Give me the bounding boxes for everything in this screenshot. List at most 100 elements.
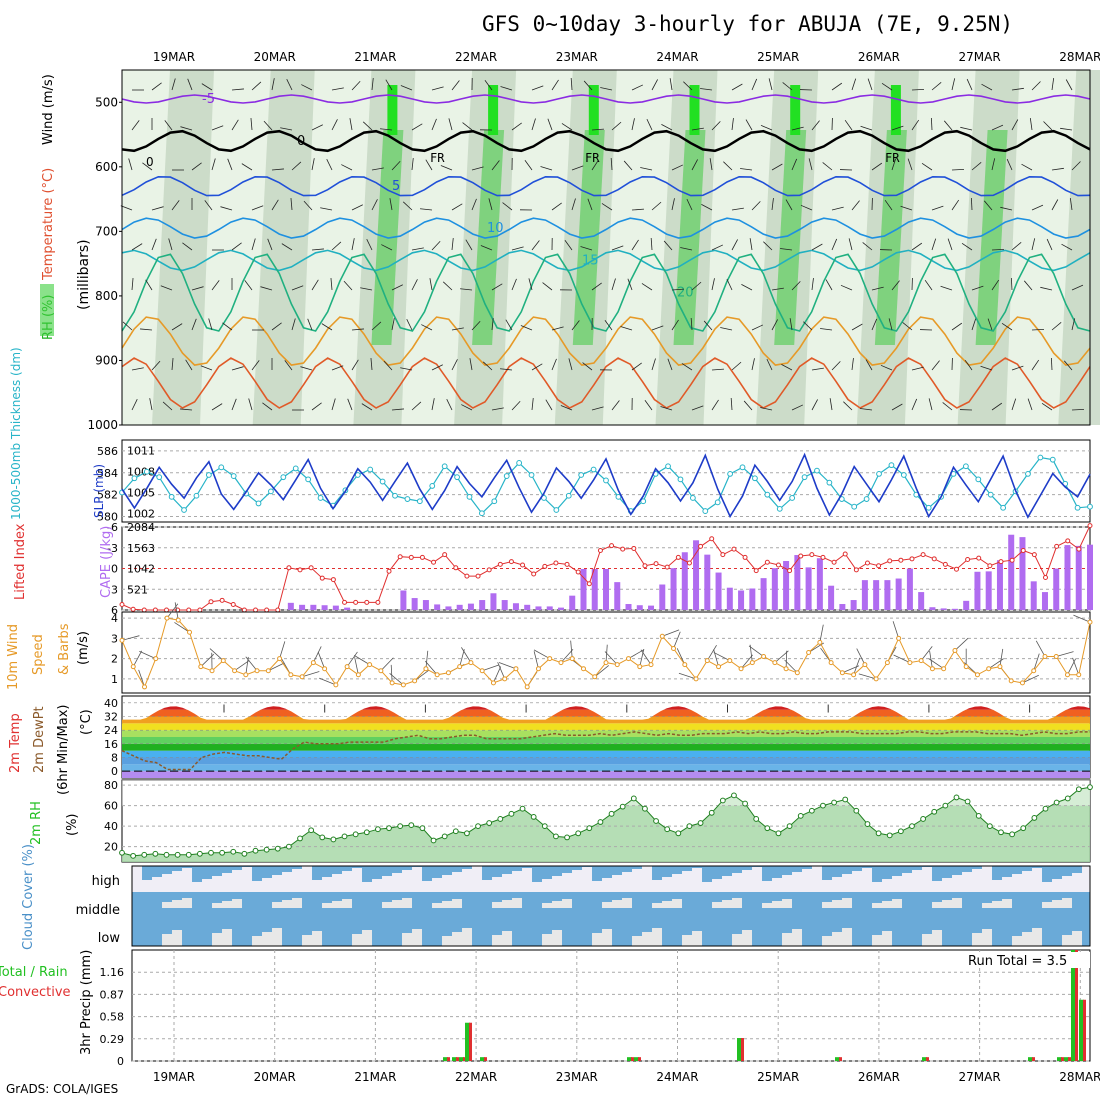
- wind-barb: [429, 278, 433, 291]
- wind10m-point: [603, 660, 609, 666]
- date-label-top: 27MAR: [959, 50, 1001, 64]
- wind-barb: [947, 238, 953, 251]
- cloud-middle-cell: [182, 898, 192, 908]
- cloud-high-cell: [272, 866, 282, 875]
- wind10m-point: [648, 662, 654, 668]
- wind10m-point: [1008, 678, 1014, 684]
- cloud-high-cell: [952, 866, 962, 875]
- wind10m-point: [671, 645, 677, 651]
- wind-barb: [471, 320, 481, 331]
- wind10m-point: [490, 680, 496, 686]
- wind-barb: [331, 241, 342, 251]
- cape-bar: [648, 605, 655, 610]
- wind-barb: [251, 360, 260, 371]
- wind-barb: [771, 163, 783, 171]
- wind-barb: [811, 278, 814, 291]
- wind-barb: [280, 127, 293, 131]
- wind-barb: [646, 118, 653, 131]
- wind10m-point: [614, 662, 620, 668]
- cloud-high-cell: [672, 866, 682, 874]
- wind10m-point: [1076, 672, 1082, 678]
- cloud-middle-cell: [722, 900, 732, 908]
- wind-barb: [465, 239, 473, 251]
- wind10m-barb: [662, 629, 680, 637]
- cloud-high-cell: [452, 866, 462, 872]
- wind10m-point: [997, 664, 1003, 670]
- wind10m-barb: [346, 651, 358, 667]
- date-label-top: 22MAR: [455, 50, 497, 64]
- rh2m-point: [497, 816, 504, 822]
- date-label-top: 23MAR: [556, 50, 598, 64]
- wind-barb: [1051, 321, 1062, 331]
- wind-barb: [151, 82, 162, 91]
- wind10m-barb: [498, 662, 517, 670]
- wind10m-point: [851, 672, 857, 678]
- freezing-level-label: FR: [885, 151, 900, 165]
- rh2m-point: [608, 810, 615, 817]
- thickness-point: [441, 463, 448, 470]
- wind-barb: [251, 238, 256, 251]
- wind-barb: [782, 82, 793, 91]
- rh2m-point: [1031, 815, 1038, 821]
- wind-barb: [140, 328, 153, 331]
- wind-barb: [951, 168, 965, 171]
- precip-convective-bar: [926, 1057, 929, 1061]
- wind10m-point: [187, 629, 193, 635]
- precip-total-bar: [465, 1022, 470, 1061]
- wind-barb: [900, 205, 913, 211]
- cloud-high-cell: [942, 866, 952, 878]
- wind-barb: [822, 162, 833, 171]
- rh2m-point: [141, 851, 148, 858]
- thickness-point: [987, 491, 994, 498]
- wind10m-point: [513, 666, 519, 672]
- li-point: [609, 543, 615, 549]
- cloud-low-cell: [822, 936, 832, 946]
- thickness-point: [1000, 504, 1007, 511]
- date-label-bottom: 26MAR: [858, 1070, 900, 1084]
- li-point: [631, 545, 637, 551]
- rh2m-point: [363, 829, 370, 836]
- rh2m-point: [708, 809, 715, 816]
- wind-barb: [631, 118, 635, 131]
- wind-barb: [351, 204, 363, 211]
- cloud-high-cell: [442, 866, 452, 875]
- rh2m-point: [986, 823, 993, 830]
- wind10m-point: [569, 656, 575, 662]
- wind-barb: [911, 119, 920, 131]
- cloud-high-cell: [592, 866, 602, 881]
- wind-barb: [651, 358, 656, 371]
- cloud-high-cell: [162, 866, 172, 874]
- wind-barb: [531, 85, 544, 91]
- wind10m-point: [783, 666, 789, 672]
- cape-bar: [816, 558, 823, 610]
- temp2m-ylabel-part: (°C): [79, 709, 94, 735]
- li-point: [953, 566, 959, 572]
- cape-bar: [569, 595, 576, 610]
- precip-convective-bar: [447, 1057, 450, 1061]
- wind10m-barb: [999, 648, 1004, 667]
- wind10m-point: [986, 666, 992, 672]
- cloud-high-cell: [1042, 866, 1052, 882]
- date-label-bottom: 28MAR: [1059, 1070, 1100, 1084]
- wind-barb: [451, 327, 464, 331]
- wind-barb: [531, 363, 543, 371]
- wind10m-point: [907, 660, 913, 666]
- pressure-tick-label: 700: [95, 224, 118, 238]
- wind-barb: [370, 358, 373, 371]
- li-tick-label: 3: [111, 583, 118, 596]
- wind10m-point: [423, 666, 429, 672]
- temp2m-band: [122, 771, 1090, 778]
- precip-convective-bar: [1083, 999, 1086, 1061]
- wind-barb: [663, 240, 673, 251]
- wind-barb: [231, 242, 242, 251]
- wind10m-point: [693, 676, 699, 682]
- wind-barb: [911, 88, 925, 91]
- cloud-low-cell: [262, 932, 272, 946]
- wind-barb: [211, 280, 220, 291]
- rh2m-point: [897, 828, 904, 835]
- wind10m-barb: [174, 622, 190, 633]
- wind-barb: [891, 125, 904, 131]
- thickness-point: [1037, 454, 1044, 461]
- wind-barb: [780, 248, 793, 251]
- wind10m-barb: [893, 654, 911, 663]
